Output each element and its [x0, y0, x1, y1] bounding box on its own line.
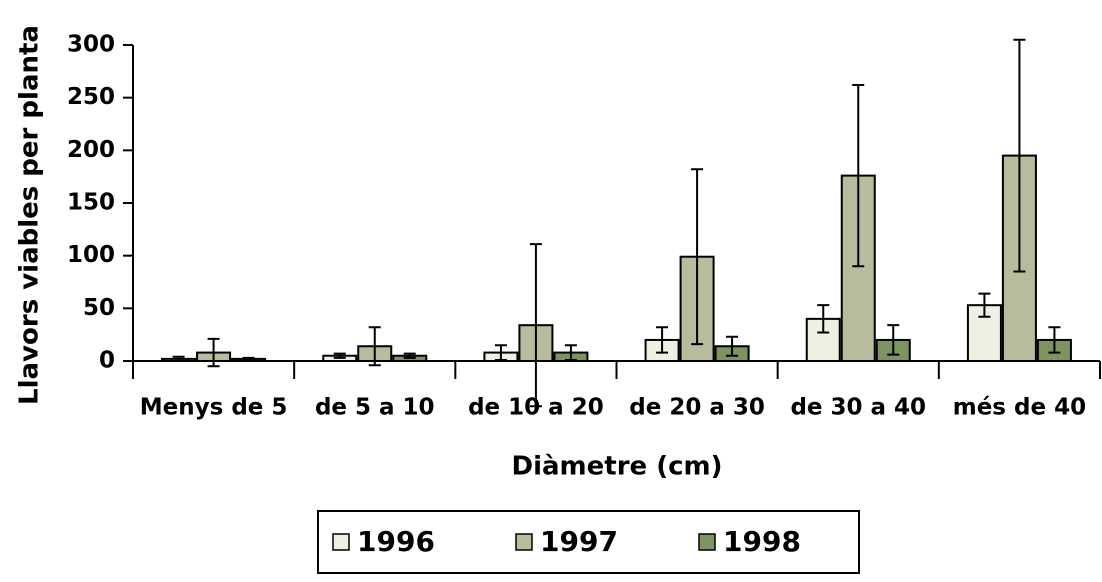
error-bar — [1013, 38, 1026, 273]
error-bar — [978, 292, 991, 318]
error-bar — [691, 168, 704, 346]
error-bar — [852, 84, 865, 268]
legend-label: 1996 — [357, 525, 435, 558]
error-bar — [564, 344, 577, 361]
y-tick-label: 300 — [67, 32, 115, 58]
error-bar — [656, 326, 669, 354]
y-tick-label: 150 — [67, 190, 115, 216]
error-bar — [817, 304, 830, 334]
error-bar — [1048, 326, 1061, 354]
error-bar — [368, 326, 381, 367]
error-bar — [242, 356, 255, 361]
error-bar — [726, 335, 739, 357]
error-bar — [207, 337, 220, 368]
x-axis-title: Diàmetre (cm) — [512, 452, 723, 482]
x-tick-label: de 5 a 10 — [315, 395, 435, 421]
legend-swatch — [698, 533, 716, 551]
legend-label: 1998 — [723, 525, 801, 558]
error-bar — [403, 352, 416, 359]
y-tick-label: 100 — [67, 242, 115, 268]
legend-swatch — [515, 533, 533, 551]
y-tick-label: 0 — [99, 348, 115, 374]
y-tick-label: 250 — [67, 84, 115, 110]
error-bar — [172, 355, 185, 362]
x-tick-label: més de 40 — [953, 395, 1086, 421]
error-bar — [333, 352, 346, 359]
y-tick-label: 200 — [67, 137, 115, 163]
y-tick-label: 50 — [83, 295, 115, 321]
legend-label: 1997 — [540, 525, 618, 558]
x-tick-label: de 30 a 40 — [790, 395, 926, 421]
error-bar — [494, 344, 507, 361]
legend-box — [317, 510, 860, 574]
x-tick-label: Menys de 5 — [140, 395, 288, 421]
error-bar — [529, 243, 542, 408]
error-bar — [887, 324, 900, 356]
y-axis-title: Llavors viables per planta — [15, 25, 45, 405]
legend-swatch — [332, 533, 350, 551]
x-tick-label: de 20 a 30 — [629, 395, 765, 421]
